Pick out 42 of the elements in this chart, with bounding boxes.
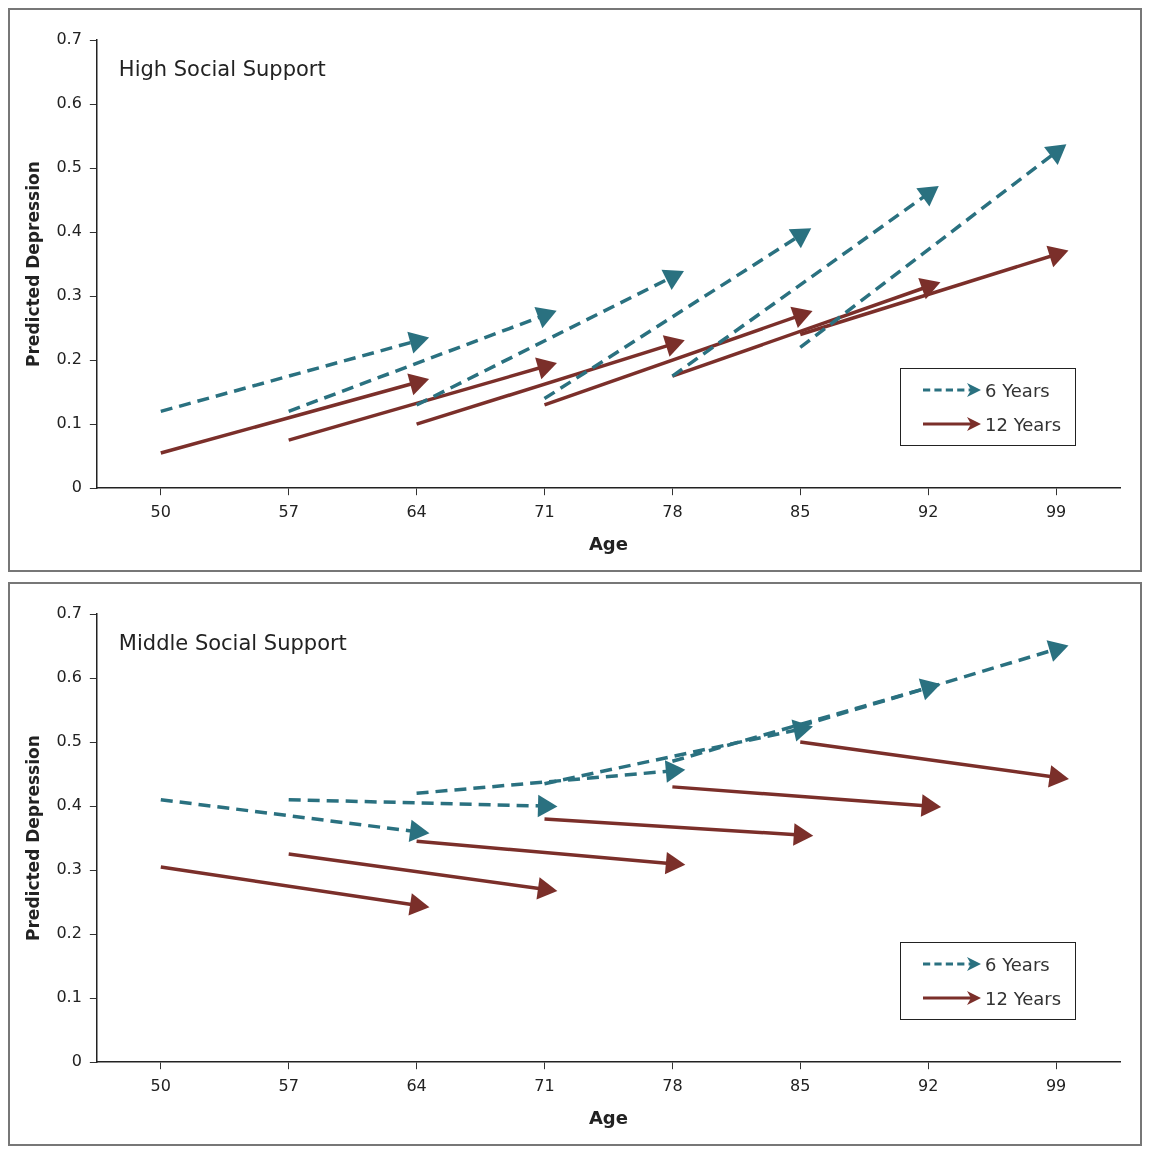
- x-tick-label: 85: [790, 1075, 811, 1095]
- x-tick-label: 78: [662, 1075, 683, 1095]
- y-tick-label: 0: [71, 477, 82, 497]
- y-tick-label: 0.2: [56, 349, 82, 369]
- legend-label: 6 Years: [985, 953, 1050, 975]
- x-tick-label: 99: [1045, 501, 1067, 521]
- y-tick-label: 0.3: [56, 285, 82, 305]
- y-tick-label: 0.6: [56, 93, 82, 113]
- x-tick-label: 78: [662, 501, 683, 521]
- x-tick-label: 99: [1045, 1075, 1067, 1095]
- y-tick-label: 0.7: [56, 29, 82, 49]
- x-tick-label: 92: [917, 1075, 939, 1095]
- y-tick-label: 0.1: [56, 987, 82, 1007]
- y-tick-label: 0.5: [56, 157, 82, 177]
- x-tick-label: 85: [790, 501, 811, 521]
- y-tick-label: 0.4: [56, 795, 82, 815]
- x-tick-label: 64: [406, 1075, 427, 1095]
- y-tick-label: 0.4: [56, 221, 82, 241]
- y-axis-title: Predicted Depression: [22, 735, 43, 941]
- legend-label: 6 Years: [985, 379, 1050, 401]
- y-tick-label: 0.1: [56, 413, 82, 433]
- x-axis-title: Age: [588, 532, 628, 554]
- x-tick-label: 57: [278, 1075, 299, 1095]
- y-tick-label: 0.3: [56, 859, 82, 879]
- y-axis-title: Predicted Depression: [22, 161, 43, 367]
- x-tick-label: 71: [534, 501, 555, 521]
- x-axis-title: Age: [588, 1106, 628, 1128]
- y-tick-label: 0.6: [56, 667, 82, 687]
- legend-label: 12 Years: [985, 987, 1062, 1009]
- y-tick-label: 0.7: [56, 603, 82, 623]
- text: High Social Support: [118, 56, 326, 81]
- y-tick-label: 0: [71, 1051, 82, 1071]
- x-tick-label: 50: [150, 501, 171, 521]
- y-tick-label: 0.2: [56, 923, 82, 943]
- x-tick-label: 92: [917, 501, 939, 521]
- x-tick-label: 71: [534, 1075, 555, 1095]
- x-tick-label: 57: [278, 501, 299, 521]
- x-tick-label: 64: [406, 501, 427, 521]
- text: Middle Social Support: [118, 630, 347, 655]
- y-tick-label: 0.5: [56, 731, 82, 751]
- legend-label: 12 Years: [985, 413, 1062, 435]
- x-tick-label: 50: [150, 1075, 171, 1095]
